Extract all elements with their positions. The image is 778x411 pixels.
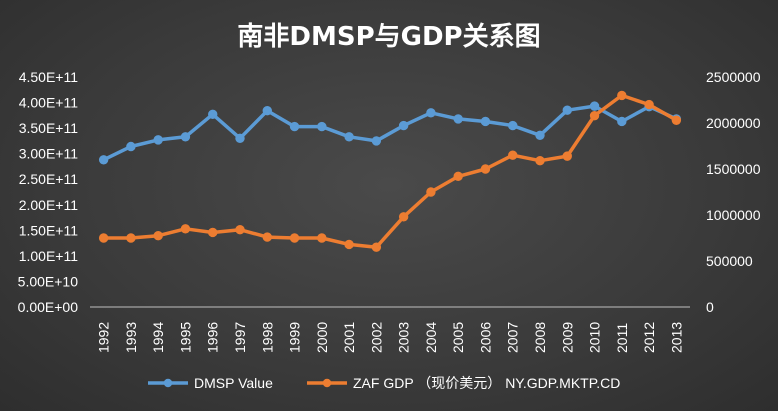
y-right-tick-label: 500000 — [706, 253, 753, 269]
data-point-dmsp — [426, 108, 436, 118]
x-tick-label: 1992 — [96, 322, 112, 353]
legend-swatch-marker — [163, 378, 173, 388]
y-left-tick-label: 1.00E+11 — [19, 248, 79, 264]
data-point-dmsp — [235, 133, 245, 144]
data-point-gdp — [453, 171, 463, 182]
x-tick-label: 1997 — [232, 322, 248, 353]
series-line-gdp — [101, 93, 679, 249]
series-line-dmsp — [101, 104, 679, 162]
y-left-tick-label: 4.50E+11 — [19, 69, 79, 85]
x-tick-label: 2007 — [505, 322, 521, 353]
data-point-gdp — [317, 233, 327, 243]
y-left-tick-label: 2.50E+11 — [19, 171, 79, 187]
x-tick-label: 2001 — [341, 322, 357, 353]
data-point-gdp — [344, 239, 354, 250]
chart-title: 南非DMSP与GDP关系图 — [237, 22, 540, 52]
data-point-dmsp — [153, 135, 163, 145]
data-point-dmsp — [344, 132, 354, 142]
legend-label: ZAF GDP （现价美元） NY.GDP.MKTP.CD — [353, 375, 620, 391]
data-point-gdp — [371, 242, 382, 252]
data-point-dmsp — [262, 106, 272, 116]
y-left-tick-label: 0.00E+00 — [18, 299, 79, 315]
x-tick-label: 2004 — [423, 322, 439, 353]
x-tick-label: 2008 — [532, 322, 548, 353]
data-point-dmsp — [562, 105, 572, 115]
y-right-tick-label: 1500000 — [706, 161, 761, 177]
x-tick-label: 2002 — [368, 322, 384, 353]
y-left-tick-label: 5.00E+10 — [18, 273, 79, 289]
y-left-tick-label: 2.00E+11 — [19, 197, 79, 213]
data-point-dmsp — [317, 121, 327, 132]
data-point-gdp — [671, 115, 682, 125]
data-point-gdp — [262, 232, 272, 242]
data-point-dmsp — [508, 120, 518, 131]
data-point-gdp — [153, 231, 163, 241]
data-point-dmsp — [208, 109, 218, 120]
x-tick-label: 1994 — [150, 322, 166, 353]
x-tick-label: 2010 — [587, 322, 603, 353]
data-point-gdp — [535, 156, 545, 166]
x-tick-label: 2000 — [314, 322, 330, 353]
y-left-tick-label: 1.50E+11 — [19, 222, 79, 238]
data-point-gdp — [426, 187, 436, 197]
data-point-gdp — [289, 233, 300, 243]
y-right-tick-label: 1000000 — [706, 207, 761, 223]
data-point-dmsp — [535, 130, 545, 140]
data-point-gdp — [398, 212, 409, 222]
x-tick-label: 1998 — [259, 322, 275, 353]
data-point-gdp — [589, 110, 600, 121]
legend-item-gdp: ZAF GDP （现价美元） NY.GDP.MKTP.CD — [307, 375, 620, 391]
data-point-dmsp — [180, 132, 191, 142]
data-point-dmsp — [98, 155, 109, 165]
legend: DMSP Value ZAF GDP （现价美元） NY.GDP.MKTP.CD — [148, 375, 620, 391]
x-tick-label: 1999 — [287, 322, 303, 353]
data-point-gdp — [562, 151, 572, 161]
x-tick-label: 1995 — [177, 322, 193, 353]
data-point-dmsp — [617, 116, 627, 127]
y-right-tick-label: 2000000 — [706, 115, 761, 131]
data-point-gdp — [235, 225, 245, 235]
x-tick-label: 2009 — [559, 322, 575, 353]
x-tick-label: 2012 — [641, 322, 657, 353]
legend-label: DMSP Value — [194, 375, 273, 391]
data-point-gdp — [126, 233, 136, 243]
x-tick-label: 2013 — [668, 322, 684, 353]
x-tick-label: 2003 — [396, 322, 412, 353]
data-point-dmsp — [289, 121, 300, 132]
data-point-gdp — [617, 90, 627, 101]
data-point-dmsp — [589, 101, 600, 111]
x-tick-label: 2011 — [614, 323, 630, 353]
y-right-tick-label: 2500000 — [706, 69, 761, 85]
data-point-dmsp — [453, 114, 463, 124]
y-right-tick-label: 0 — [706, 299, 714, 315]
data-point-dmsp — [371, 136, 382, 146]
y-left-tick-label: 3.50E+11 — [19, 120, 79, 136]
legend-swatch-marker — [322, 378, 332, 388]
data-point-gdp — [508, 150, 518, 160]
data-point-dmsp — [398, 120, 409, 131]
data-point-gdp — [208, 227, 218, 238]
x-tick-label: 1996 — [205, 322, 221, 353]
x-tick-label: 1993 — [123, 322, 139, 353]
data-point-dmsp — [480, 116, 491, 127]
axes-layer: 0.00E+00 5.00E+10 1.00E+11 1.50E+11 2.00E+11… — [18, 69, 761, 353]
y-left-tick-label: 4.00E+11 — [19, 95, 79, 111]
data-point-gdp — [480, 164, 491, 174]
data-point-dmsp — [126, 141, 136, 152]
x-tick-label: 2006 — [477, 322, 493, 353]
data-point-gdp — [180, 224, 191, 234]
x-tick-label: 2005 — [450, 322, 466, 353]
data-point-gdp — [98, 233, 109, 243]
data-point-gdp — [644, 99, 654, 110]
series-layer — [98, 90, 682, 252]
legend-item-dmsp: DMSP Value — [148, 375, 273, 391]
y-left-tick-label: 3.00E+11 — [19, 146, 79, 162]
